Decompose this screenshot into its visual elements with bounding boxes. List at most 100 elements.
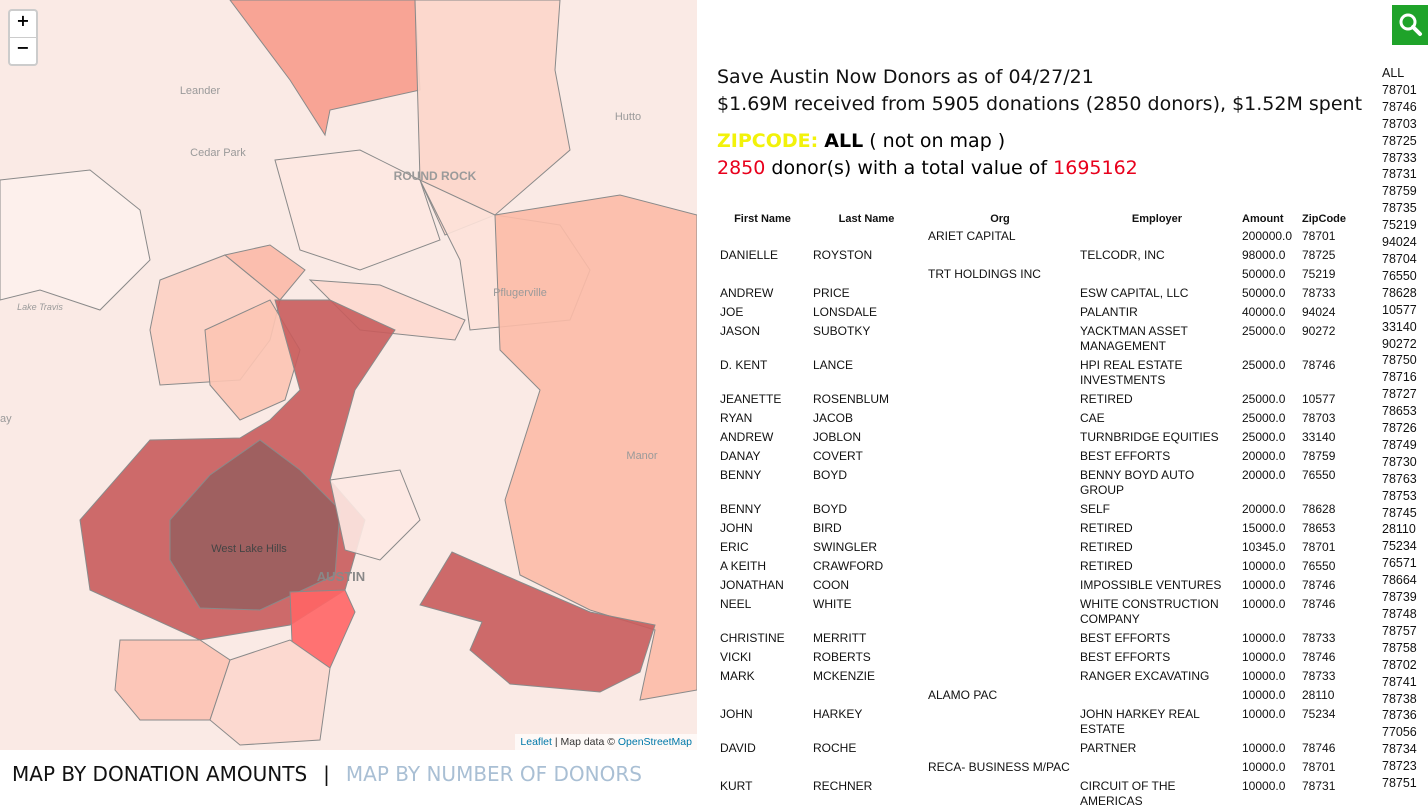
table-cell — [924, 284, 1076, 303]
table-row: DANAY COVERT BEST EFFORTS 20000.0 78759 — [716, 447, 1356, 466]
table-cell — [809, 758, 924, 777]
zip-link[interactable]: 78750 — [1382, 353, 1417, 368]
zip-link[interactable]: 78735 — [1382, 201, 1417, 216]
table-cell: 75234 — [1302, 707, 1336, 721]
osm-link[interactable]: OpenStreetMap — [617, 736, 692, 748]
table-row: MARK MCKENZIE RANGER EXCAVATING 10000.0 7873… — [716, 667, 1356, 686]
zip-link[interactable]: 76571 — [1382, 556, 1417, 571]
map[interactable]: Leander Cedar Park ROUND ROCK Hutto Pflu… — [0, 0, 697, 750]
map-label: AUSTIN — [317, 569, 365, 584]
table-cell — [924, 409, 1076, 428]
table-row: JASON SUBOTKY YACKTMAN ASSET MANAGEMENT 250… — [716, 322, 1356, 356]
zip-link[interactable]: 10577 — [1382, 302, 1417, 317]
zip-link[interactable]: 78758 — [1382, 640, 1417, 655]
map-label: ay — [0, 413, 12, 425]
table-cell: ROBERTS — [813, 650, 871, 664]
zip-link[interactable]: 78745 — [1382, 505, 1417, 520]
zip-link[interactable]: 78716 — [1382, 370, 1417, 385]
table-cell — [924, 303, 1076, 322]
table-cell: RETIRED — [1080, 540, 1133, 554]
table-cell: 90272 — [1302, 324, 1336, 338]
table-cell: SELF — [1080, 502, 1111, 516]
map-label: Leander — [180, 85, 221, 97]
table-cell: COON — [813, 578, 849, 592]
table-cell: 78725 — [1302, 248, 1336, 262]
zip-link[interactable]: 78746 — [1382, 99, 1417, 114]
zip-link[interactable]: 78757 — [1382, 623, 1417, 638]
zip-link[interactable]: 78723 — [1382, 759, 1417, 774]
zip-link[interactable]: 78733 — [1382, 150, 1417, 165]
table-cell: HPI REAL ESTATE INVESTMENTS — [1080, 358, 1183, 387]
zip-link[interactable]: 75219 — [1382, 218, 1417, 233]
zip-link[interactable]: 78739 — [1382, 590, 1417, 605]
table-cell: WHITE CONSTRUCTION COMPANY — [1080, 597, 1219, 626]
table-cell: 78746 — [1302, 597, 1336, 611]
zip-link[interactable]: 78727 — [1382, 387, 1417, 402]
zip-link[interactable]: 78701 — [1382, 82, 1417, 97]
zip-link[interactable]: 33140 — [1382, 319, 1417, 334]
zip-link[interactable]: ALL — [1382, 66, 1405, 80]
zip-link[interactable]: 78664 — [1382, 573, 1417, 588]
tab[interactable]: MAP BY NUMBER OF DONORS — [345, 762, 642, 786]
table-cell: BIRD — [813, 521, 842, 535]
table-cell: SWINGLER — [813, 540, 878, 554]
zip-link[interactable]: 78653 — [1382, 404, 1417, 419]
table-cell: JOE — [720, 305, 744, 319]
attribution-text: | Map data © — [554, 736, 615, 748]
table-cell — [716, 227, 809, 246]
table-cell — [924, 777, 1076, 811]
zip-link[interactable]: 78751 — [1382, 776, 1417, 791]
zip-link[interactable]: 75234 — [1382, 539, 1417, 554]
tab[interactable]: MAP BY DONATION AMOUNTS — [12, 762, 308, 786]
zip-link[interactable]: 76550 — [1382, 268, 1417, 283]
zoom-out[interactable]: − — [10, 37, 36, 64]
column-header: First Name — [734, 212, 791, 225]
table-cell: 28110 — [1302, 688, 1335, 702]
zip-link[interactable]: 78749 — [1382, 437, 1417, 452]
zip-link[interactable]: 78748 — [1382, 607, 1417, 621]
zip-link[interactable]: 78726 — [1382, 421, 1417, 436]
zip-link[interactable]: 78753 — [1382, 488, 1417, 503]
zip-link[interactable]: 78741 — [1382, 674, 1417, 689]
zip-link[interactable]: 78702 — [1382, 657, 1417, 672]
zip-link[interactable]: 90272 — [1382, 336, 1417, 351]
zoom-in[interactable]: + — [16, 11, 30, 30]
table-cell: 200000.0 — [1242, 229, 1293, 243]
leaflet-link[interactable]: Leaflet — [520, 736, 552, 748]
zip-link[interactable]: 78736 — [1382, 708, 1417, 723]
zip-link[interactable]: 78763 — [1382, 471, 1417, 486]
table-cell: IMPOSSIBLE VENTURES — [1080, 578, 1222, 592]
zip-link[interactable]: 78730 — [1382, 454, 1417, 469]
table-cell: 25000.0 — [1242, 392, 1286, 406]
table-cell — [1076, 227, 1238, 246]
search-icon — [1399, 13, 1422, 36]
table-cell: BEST EFFORTS — [1080, 650, 1171, 664]
table-cell: ESW CAPITAL, LLC — [1080, 286, 1189, 300]
table-cell: 78701 — [1302, 229, 1336, 243]
table-row: KURT RECHNER CIRCUIT OF THE AMERICAS 10000.… — [716, 777, 1356, 811]
zip-link[interactable]: 78734 — [1382, 742, 1417, 757]
zip-link[interactable]: 78759 — [1382, 184, 1417, 199]
zip-link[interactable]: 28110 — [1382, 522, 1416, 537]
search-button[interactable] — [1392, 5, 1428, 45]
table-cell: BENNY — [720, 502, 762, 516]
zip-link[interactable]: 78731 — [1382, 167, 1417, 182]
zip-link[interactable]: 78738 — [1382, 691, 1417, 706]
table-cell: 33140 — [1302, 430, 1336, 444]
table-cell: ANDREW — [720, 286, 774, 300]
table-cell: SUBOTKY — [813, 324, 871, 338]
zip-link[interactable]: 78704 — [1382, 251, 1417, 266]
table-cell: JACOB — [813, 411, 854, 425]
table-cell — [924, 648, 1076, 667]
table-cell — [1076, 758, 1238, 777]
table-row: JEANETTE ROSENBLUM RETIRED 25000.0 10577 — [716, 390, 1356, 409]
zip-link[interactable]: 77056 — [1382, 725, 1417, 740]
table-cell: 10000.0 — [1242, 578, 1286, 592]
map-layer: Leander Cedar Park ROUND ROCK Hutto Pflu… — [0, 0, 697, 750]
zip-link[interactable]: 78725 — [1382, 133, 1417, 148]
table-row: VICKI ROBERTS BEST EFFORTS 10000.0 78746 — [716, 648, 1356, 667]
map-label: ROUND ROCK — [394, 169, 477, 183]
zip-link[interactable]: 94024 — [1382, 235, 1417, 250]
zip-link[interactable]: 78703 — [1382, 116, 1417, 131]
zip-link[interactable]: 78628 — [1382, 285, 1417, 300]
